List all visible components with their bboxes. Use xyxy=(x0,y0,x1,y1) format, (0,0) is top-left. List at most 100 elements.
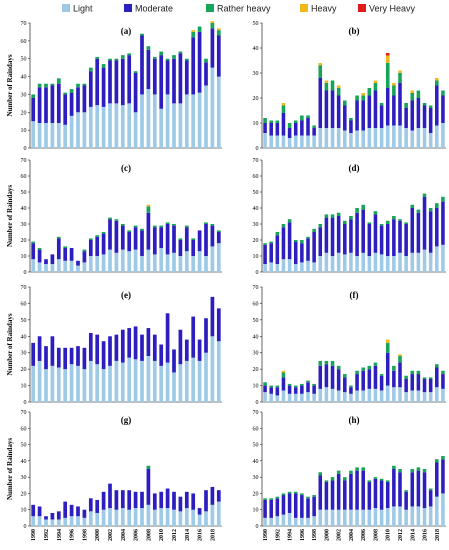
bar-segment xyxy=(37,262,42,272)
bar-segment xyxy=(287,222,292,260)
bar-segment xyxy=(361,470,365,510)
bar-segment xyxy=(204,318,208,353)
bar-segment xyxy=(146,356,151,402)
bar-segment xyxy=(159,55,164,109)
bar-segment xyxy=(63,517,68,526)
bar-segment xyxy=(392,465,396,469)
bar-segment xyxy=(31,98,36,122)
bar-segment xyxy=(428,208,433,212)
bar-segment xyxy=(306,260,310,272)
bar-segment xyxy=(82,249,87,252)
bar-segment xyxy=(367,365,372,370)
bar-segment xyxy=(184,225,189,228)
bar-segment xyxy=(269,499,273,518)
panel-a: 0 10 20 30 40 50 60 70 (a) Number of Raindays xyxy=(6,21,222,152)
bar-segment xyxy=(56,236,61,239)
bar-segment xyxy=(385,125,390,148)
bar-segment xyxy=(269,120,273,123)
bar-segment xyxy=(140,230,144,256)
panel-g: 0 10 20 30 40 50 60 70 (g) Number of Raindays xyxy=(6,410,222,530)
bar-segment xyxy=(416,252,421,272)
bar-segment xyxy=(269,241,273,244)
bar-segment xyxy=(82,509,87,518)
bar-segment xyxy=(152,94,157,148)
bar-segment xyxy=(300,385,304,394)
bar-segment xyxy=(428,488,433,491)
bar-segment xyxy=(88,71,93,107)
y-tick-label: 70 xyxy=(21,158,27,164)
bar-segment xyxy=(191,30,196,32)
bar-segment xyxy=(287,123,292,128)
bar-segment xyxy=(367,88,372,96)
bar-segment xyxy=(422,128,427,148)
bar-segment xyxy=(31,365,36,402)
bar-segment xyxy=(336,369,341,391)
bar-segment xyxy=(172,103,176,148)
bar-segment xyxy=(300,493,304,496)
bar-segment xyxy=(293,387,298,394)
bar-segment xyxy=(324,90,329,128)
bar-segment xyxy=(422,377,427,379)
bar-segment xyxy=(76,112,80,148)
bar-segment xyxy=(318,224,323,228)
y-tick-label: 20 xyxy=(253,491,259,497)
bar-segment xyxy=(82,347,87,370)
bar-segment xyxy=(373,365,378,389)
bar-segment xyxy=(159,225,164,228)
bar-segment xyxy=(392,370,396,388)
bar-segment xyxy=(108,249,112,272)
bar-segment xyxy=(44,83,48,88)
bar-segment xyxy=(114,103,119,148)
bar-segment xyxy=(275,232,280,236)
bar-segment xyxy=(416,470,421,507)
y-tick-label: 20 xyxy=(21,238,27,244)
bar-segment xyxy=(204,256,208,272)
bar-segment xyxy=(312,228,316,232)
bar-segment xyxy=(82,369,87,402)
bar-segment xyxy=(140,256,144,272)
bar-segment xyxy=(306,236,310,239)
y-tick-label: 0 xyxy=(24,146,27,152)
bar-segment xyxy=(210,225,215,247)
bar-segment xyxy=(287,219,292,223)
bar-segment xyxy=(140,334,144,361)
panel-title: (f) xyxy=(350,290,359,300)
bar-segment xyxy=(404,490,408,492)
bar-segment xyxy=(63,347,68,370)
bar-segment xyxy=(44,369,48,402)
x-tick-label: 1996 xyxy=(70,529,76,541)
bar-segment xyxy=(197,251,202,272)
bar-segment xyxy=(336,470,341,474)
bar-segment xyxy=(210,28,215,68)
bar-segment xyxy=(172,509,176,526)
bar-segment xyxy=(191,94,196,148)
legend-swatch xyxy=(62,4,70,12)
bar-segment xyxy=(435,78,439,81)
bar-segment xyxy=(114,220,119,253)
bar-segment xyxy=(373,508,378,526)
y-tick-label: 10 xyxy=(21,128,27,134)
y-axis-label: Number of Raindays xyxy=(6,438,14,500)
bar-segment xyxy=(324,482,329,510)
bar-segment xyxy=(63,92,68,95)
y-axis-label: Number of Raindays xyxy=(6,185,14,247)
bar-segment xyxy=(392,125,396,148)
bar-segment xyxy=(37,87,42,123)
bar-segment xyxy=(300,115,304,121)
bar-segment xyxy=(101,106,106,148)
bar-segment xyxy=(367,482,372,510)
panels: 0 10 20 30 40 50 60 70 (a) Number of Raindays 0 10 2… xyxy=(6,21,446,530)
bar-segment xyxy=(306,382,310,393)
y-tick-label: 40 xyxy=(21,334,27,340)
bar-segment xyxy=(210,504,215,526)
bar-segment xyxy=(159,51,164,56)
bar-segment xyxy=(152,509,157,526)
bar-segment xyxy=(63,369,68,402)
bar-segment xyxy=(69,115,74,148)
bar-segment xyxy=(114,334,119,361)
y-tick-label: 20 xyxy=(253,367,259,373)
y-axis-label: Number of Raindays xyxy=(6,54,14,116)
bar-segment xyxy=(404,128,408,148)
bar-segment xyxy=(275,123,280,136)
bar-segment xyxy=(95,334,100,365)
